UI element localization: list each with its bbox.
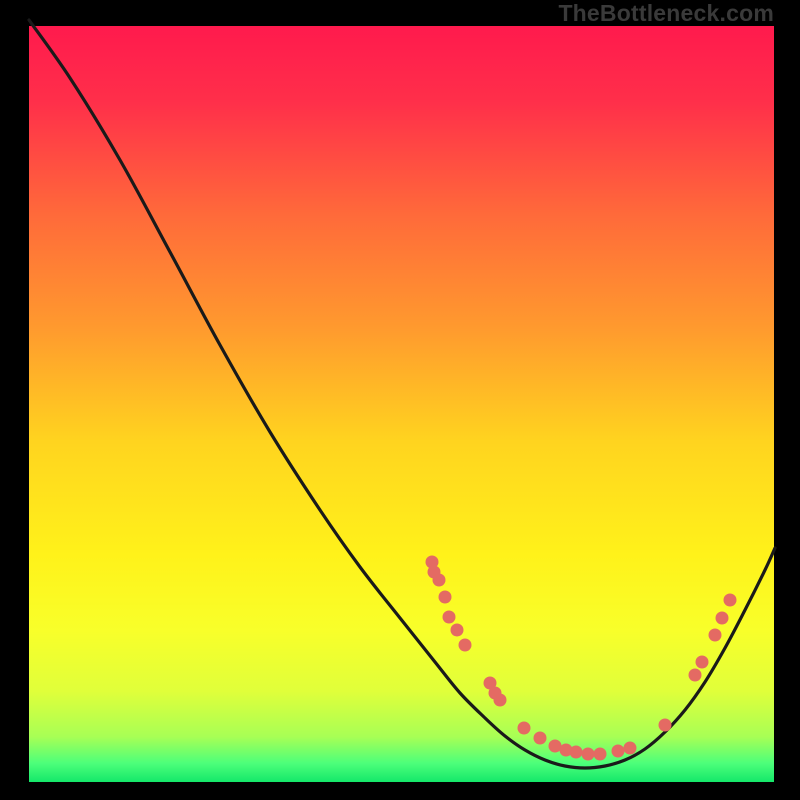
data-point-marker — [534, 732, 547, 745]
data-point-marker — [612, 745, 625, 758]
chart-svg — [0, 0, 800, 800]
data-point-marker — [709, 629, 722, 642]
gradient-background — [29, 26, 774, 782]
data-point-marker — [451, 624, 464, 637]
data-point-marker — [689, 669, 702, 682]
data-point-marker — [696, 656, 709, 669]
data-point-marker — [724, 594, 737, 607]
data-point-marker — [494, 694, 507, 707]
data-point-marker — [518, 722, 531, 735]
chart-frame: TheBottleneck.com — [0, 0, 800, 800]
data-point-marker — [624, 742, 637, 755]
data-point-marker — [582, 748, 595, 761]
data-point-marker — [443, 611, 456, 624]
data-point-marker — [439, 591, 452, 604]
data-point-marker — [594, 748, 607, 761]
data-point-marker — [570, 746, 583, 759]
data-point-marker — [659, 719, 672, 732]
data-point-marker — [716, 612, 729, 625]
data-point-marker — [459, 639, 472, 652]
data-point-marker — [433, 574, 446, 587]
